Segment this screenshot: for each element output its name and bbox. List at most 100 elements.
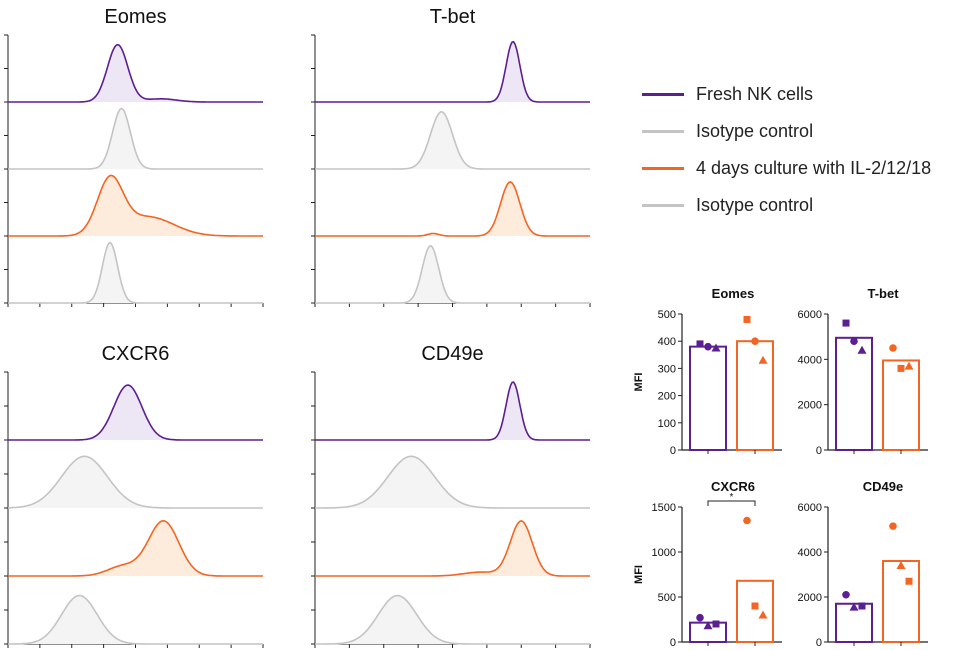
legend-swatch-culture (642, 167, 684, 170)
bar-y-tick-label: 0 (670, 637, 676, 649)
bar-chart-cd49e: CD49e 0 2000 4000 6000 (798, 479, 928, 649)
histogram-fill-fresh (8, 385, 263, 440)
histogram-line-culture (8, 519, 263, 577)
data-point-circle (751, 337, 759, 346)
bar-culture (882, 359, 920, 452)
bar-y-tick-label: 400 (658, 336, 676, 348)
data-point-triangle (758, 610, 768, 619)
histogram-fill-culture (315, 520, 590, 576)
histogram-line-isotype (8, 107, 263, 170)
legend-label: Isotype control (696, 195, 814, 215)
histogram-cxcr6: CXCR6 (4, 343, 264, 648)
bar-culture (736, 579, 774, 643)
bar-chart-title: CXCR6 (711, 479, 755, 494)
histogram-line-isotype (315, 110, 590, 170)
histogram-fill-culture (8, 520, 263, 576)
data-point-circle (842, 590, 850, 599)
bar-y-axis-label: MFI (633, 373, 645, 392)
histogram-cd49e: CD49e (311, 343, 591, 648)
histogram-line-fresh (315, 381, 590, 441)
data-point-square (696, 340, 704, 348)
legend: Fresh NK cells Isotype control 4 days cu… (642, 76, 952, 224)
histogram-fill-fresh (8, 44, 263, 102)
histogram-fill-isotype (315, 111, 590, 169)
legend-label: Isotype control (696, 121, 814, 141)
histogram-title: CD49e (421, 343, 483, 365)
histogram-line-isotype (315, 594, 590, 645)
bar-chart-cxcr6: CXCR6 0 500 1000 1500 MFI * (633, 479, 782, 649)
bar-y-tick-label: 500 (658, 309, 676, 321)
bar-y-tick-label: 4000 (798, 354, 822, 366)
bar-culture (882, 560, 920, 643)
data-point-circle (743, 516, 751, 525)
data-point-square (842, 319, 850, 327)
histogram-title: CXCR6 (102, 343, 170, 365)
bar-fresh (835, 336, 873, 451)
legend-swatch-isotype (642, 130, 684, 133)
histogram-line-fresh (315, 40, 590, 103)
legend-item-fresh-nk: Fresh NK cells (642, 76, 952, 113)
bar-fresh (689, 345, 727, 452)
bar-y-tick-label: 0 (670, 445, 676, 457)
data-point-circle (850, 337, 858, 346)
bar-y-tick-label: 4000 (798, 547, 822, 559)
bar-chart-title: CD49e (863, 479, 903, 494)
histogram-line-fresh (8, 384, 263, 441)
bar-y-tick-label: 100 (658, 418, 676, 430)
histogram-line-isotype (8, 241, 263, 304)
bar-chart-title: Eomes (712, 286, 755, 301)
histogram-title: T-bet (430, 6, 476, 28)
legend-item-isotype-2: Isotype control (642, 187, 952, 224)
data-point-circle (889, 522, 897, 530)
histogram-t-bet: T-bet (311, 6, 591, 307)
legend-item-isotype-1: Isotype control (642, 113, 952, 150)
data-point-square (897, 364, 905, 372)
bar-y-tick-label: 200 (658, 391, 676, 403)
histogram-line-isotype (315, 245, 590, 304)
bar-chart-eomes: Eomes 0 100 200 300 400 500 MFI (633, 286, 782, 457)
histogram-line-isotype (315, 455, 590, 509)
histogram-line-isotype (8, 455, 263, 509)
data-point-triangle (758, 355, 768, 364)
histogram-eomes: Eomes (4, 6, 264, 307)
bar-y-tick-label: 300 (658, 363, 676, 375)
histogram-fill-isotype (8, 456, 263, 508)
legend-item-culture: 4 days culture with IL-2/12/18 (642, 150, 952, 187)
histogram-line-culture (8, 174, 263, 237)
bar-y-tick-label: 500 (658, 592, 676, 604)
histogram-fill-fresh (315, 41, 590, 102)
bar-y-tick-label: 1000 (652, 547, 676, 559)
data-point-triangle (857, 345, 867, 354)
histogram-fill-isotype (315, 456, 590, 508)
legend-label: 4 days culture with IL-2/12/18 (696, 158, 932, 178)
bar-y-tick-label: 1500 (652, 502, 676, 514)
bar-y-tick-label: 6000 (798, 502, 822, 514)
bar-y-tick-label: 0 (816, 445, 822, 457)
bar-chart-t-bet: T-bet 0 2000 4000 6000 (798, 286, 928, 457)
bar-y-tick-label: 2000 (798, 592, 822, 604)
legend-swatch-isotype (642, 204, 684, 207)
data-point-triangle (703, 621, 713, 630)
data-point-circle (889, 344, 897, 352)
data-point-triangle (896, 561, 906, 569)
bar-chart-title: T-bet (867, 286, 899, 301)
data-point-circle (704, 342, 712, 351)
data-point-triangle (849, 602, 859, 611)
histogram-line-culture (315, 181, 590, 237)
bar-y-tick-label: 2000 (798, 400, 822, 412)
bar-y-axis-label: MFI (633, 565, 645, 584)
histogram-fill-fresh (315, 382, 590, 440)
data-point-square (858, 602, 866, 610)
data-point-triangle (711, 343, 721, 352)
legend-label: Fresh NK cells (696, 84, 814, 104)
histogram-fill-culture (8, 175, 263, 236)
histogram-line-culture (315, 520, 590, 577)
data-point-square (751, 602, 759, 610)
data-point-circle (696, 613, 704, 622)
bar-y-tick-label: 0 (816, 637, 822, 649)
histogram-line-isotype (8, 594, 263, 645)
data-point-square (905, 577, 913, 585)
